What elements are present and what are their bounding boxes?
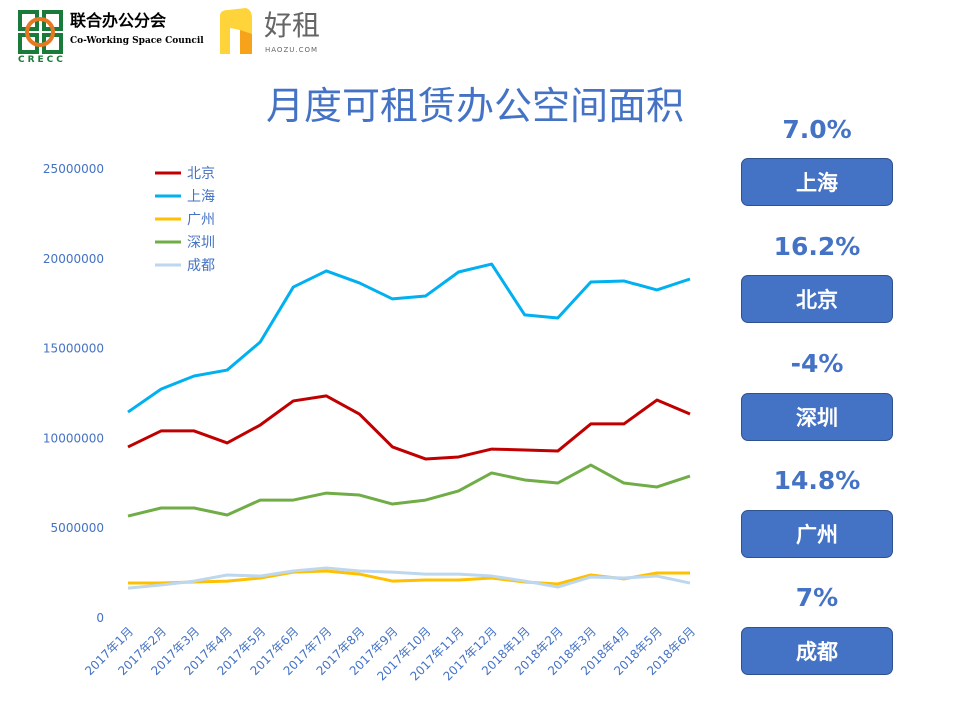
- series-line-北京: [127, 394, 691, 461]
- legend-label: 深圳: [187, 235, 215, 251]
- series-line-深圳: [127, 463, 691, 518]
- logo1-abbr: CRECC: [18, 55, 66, 65]
- y-tick-label: 25000000: [43, 162, 104, 176]
- haozu-logo: 好租 HAOZU.COM: [218, 8, 338, 60]
- legend-label: 上海: [187, 189, 215, 205]
- logo2-en: HAOZU.COM: [265, 46, 319, 54]
- growth-pct-shanghai: 7.0%: [782, 115, 852, 144]
- city-button-beijing[interactable]: 北京: [741, 275, 893, 323]
- series-line-上海: [127, 262, 691, 414]
- legend-label: 北京: [187, 166, 215, 182]
- growth-pct-shenzhen: -4%: [790, 349, 844, 378]
- logo1-cn: 联合办公分会: [70, 11, 167, 30]
- y-tick-label: 10000000: [43, 431, 104, 445]
- logo1-en: Co-Working Space Council: [70, 36, 204, 46]
- series-line-成都: [127, 566, 691, 590]
- legend-label: 广州: [187, 212, 215, 228]
- growth-pct-beijing: 16.2%: [773, 232, 861, 261]
- crecc-logo: 联合办公分会 Co-Working Space Council CRECC: [18, 10, 204, 66]
- haozu-logo-mark: [220, 8, 252, 54]
- y-tick-label: 0: [96, 611, 104, 625]
- chart-title: 月度可租赁办公空间面积: [265, 84, 684, 128]
- city-button-chengdu[interactable]: 成都: [741, 627, 893, 675]
- growth-pct-guangzhou: 14.8%: [773, 466, 861, 495]
- logo2-cn: 好租: [264, 9, 321, 42]
- city-button-shenzhen[interactable]: 深圳: [741, 393, 893, 441]
- city-button-shanghai[interactable]: 上海: [741, 158, 893, 206]
- legend-label: 成都: [187, 258, 215, 274]
- crecc-logo-mark: [18, 10, 63, 54]
- y-tick-label: 5000000: [51, 521, 104, 535]
- city-button-guangzhou[interactable]: 广州: [741, 510, 893, 558]
- y-tick-label: 20000000: [43, 252, 104, 266]
- growth-pct-chengdu: 7%: [795, 583, 839, 612]
- y-tick-label: 15000000: [43, 342, 104, 356]
